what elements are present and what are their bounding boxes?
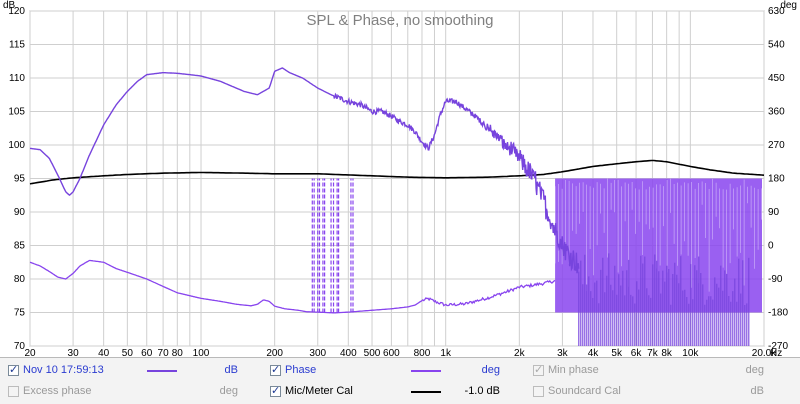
series-layer	[29, 67, 765, 346]
legend-item-phase[interactable]: Phase	[270, 360, 316, 380]
x-tick-label: 3k	[557, 348, 569, 357]
series-spl-noise-floor	[578, 253, 750, 346]
y-left-tick-label: 90	[14, 207, 26, 218]
y-right-tick-label: 540	[768, 40, 785, 51]
legend-label-min-phase: Min phase	[548, 364, 599, 376]
checkbox-measurement[interactable]	[8, 363, 19, 376]
x-tick-label: 50	[122, 348, 134, 357]
y-right-tick-label: -90	[768, 274, 783, 285]
x-tick-label: 1k	[440, 348, 452, 357]
legend-label-soundcard-cal: Soundcard Cal	[548, 385, 621, 397]
legend-unit-excess-phase: deg	[219, 385, 238, 397]
legend-row-2: Excess phase deg Mic/Meter Cal -1.0 dB S…	[0, 381, 800, 403]
chart-title: SPL & Phase, no smoothing	[306, 12, 493, 29]
legend-swatch-phase	[411, 370, 441, 372]
x-tick-label: 30	[68, 348, 80, 357]
y-right-tick-label: 180	[768, 174, 785, 185]
y-right-unit-label: deg	[780, 0, 797, 11]
x-tick-label: 2k	[514, 348, 526, 357]
axes: 20 30 40 50 60 70 80 100 200 300 400 500 600 800 1k 2k 3…	[3, 0, 797, 357]
x-tick-label: 70	[158, 348, 170, 357]
x-tick-label: 40	[98, 348, 110, 357]
legend-label-excess-phase: Excess phase	[23, 385, 92, 397]
y-left-tick-label: 120	[8, 6, 25, 17]
y-right-tick-label: 450	[768, 73, 785, 84]
y-right-tick-label: 630	[768, 6, 785, 17]
x-tick-label: 6k	[631, 348, 643, 357]
legend-unit-mic-meter-cal: -1.0 dB	[464, 385, 500, 397]
x-tick-label: 80	[172, 348, 184, 357]
y-right-tick-label: 90	[768, 207, 780, 218]
y-left-tick-label: 80	[14, 274, 26, 285]
y-left-tick-label: 75	[14, 308, 26, 319]
x-tick-label: 5k	[611, 348, 623, 357]
x-tick-label: 300	[309, 348, 326, 357]
x-tick-label: 10k	[682, 348, 699, 357]
x-tick-label: 60	[141, 348, 153, 357]
x-tick-label: 7k	[647, 348, 659, 357]
checkbox-mic-meter-cal[interactable]	[270, 384, 281, 397]
x-tick-label: 500	[364, 348, 381, 357]
y-left-tick-label: 95	[14, 174, 26, 185]
y-left-tick-label: 100	[8, 140, 25, 151]
y-left-tick-label: 115	[9, 40, 25, 51]
checkbox-phase[interactable]	[270, 363, 281, 376]
legend-unit-soundcard-cal: dB	[750, 385, 764, 397]
x-tick-label: 20.0k	[752, 348, 777, 357]
checkbox-soundcard-cal[interactable]	[533, 385, 544, 397]
legend-item-soundcard-cal[interactable]: Soundcard Cal	[533, 381, 621, 401]
x-tick-label: 200	[266, 348, 283, 357]
checkbox-min-phase[interactable]	[533, 363, 544, 376]
legend-row-1: Nov 10 17:59:13 dB Phase deg Min phase d…	[0, 360, 800, 382]
y-right-tick-label: 0	[768, 241, 774, 252]
y-left-tick-label: 85	[14, 241, 26, 252]
legend-swatch-mic-meter-cal	[411, 391, 441, 393]
x-tick-label: 100	[193, 348, 210, 357]
checkbox-excess-phase[interactable]	[8, 385, 19, 397]
x-tick-label: 600	[383, 348, 400, 357]
series-phase	[29, 259, 556, 314]
legend-item-excess-phase[interactable]: Excess phase	[8, 381, 91, 401]
x-unit-label: Hz	[770, 348, 782, 357]
legend-item-mic-meter-cal[interactable]: Mic/Meter Cal	[270, 381, 353, 401]
legend-label-measurement: Nov 10 17:59:13	[23, 364, 104, 376]
legend-item-min-phase[interactable]: Min phase	[533, 360, 599, 380]
x-tick-label: 800	[414, 348, 431, 357]
y-right-tick-label: -270	[768, 341, 788, 352]
x-tick-label: 20	[24, 348, 36, 357]
y-left-unit-label: dB	[3, 0, 16, 11]
y-right-tick-label: 360	[768, 107, 785, 118]
y-left-tick-label: 110	[9, 73, 25, 84]
y-right-tick-label: 270	[768, 140, 785, 151]
x-tick-label: 8k	[661, 348, 673, 357]
legend-item-measurement[interactable]: Nov 10 17:59:13	[8, 360, 104, 380]
series-spl-measurement	[30, 67, 580, 274]
series-mic-meter-cal	[29, 159, 765, 185]
legend-label-mic-meter-cal: Mic/Meter Cal	[285, 385, 353, 397]
legend-panel: Nov 10 17:59:13 dB Phase deg Min phase d…	[0, 357, 800, 404]
legend-unit-measurement: dB	[224, 364, 238, 376]
y-left-tick-label: 105	[8, 107, 25, 118]
y-right-tick-label: -180	[768, 308, 788, 319]
x-tick-label: 4k	[588, 348, 600, 357]
x-tick-label: 400	[340, 348, 357, 357]
legend-swatch-measurement	[147, 370, 177, 372]
legend-unit-phase: deg	[481, 364, 500, 376]
chart-area: 20 30 40 50 60 70 80 100 200 300 400 500 600 800 1k 2k 3…	[3, 0, 797, 357]
y-left-tick-label: 70	[14, 341, 26, 352]
legend-unit-min-phase: deg	[745, 364, 764, 376]
legend-label-phase: Phase	[285, 364, 317, 376]
